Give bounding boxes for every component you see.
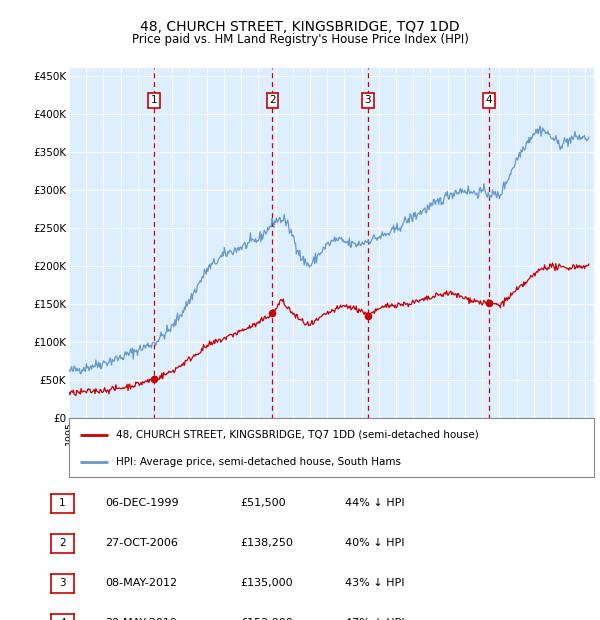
Text: £51,500: £51,500: [240, 498, 286, 508]
Text: £138,250: £138,250: [240, 538, 293, 548]
Text: 48, CHURCH STREET, KINGSBRIDGE, TQ7 1DD (semi-detached house): 48, CHURCH STREET, KINGSBRIDGE, TQ7 1DD …: [116, 430, 479, 440]
Text: 08-MAY-2012: 08-MAY-2012: [105, 578, 177, 588]
Text: £135,000: £135,000: [240, 578, 293, 588]
Text: 4: 4: [59, 618, 66, 620]
Text: 44% ↓ HPI: 44% ↓ HPI: [345, 498, 404, 508]
Text: 47% ↓ HPI: 47% ↓ HPI: [345, 618, 404, 620]
Text: 2: 2: [59, 538, 66, 548]
Text: Price paid vs. HM Land Registry's House Price Index (HPI): Price paid vs. HM Land Registry's House …: [131, 33, 469, 45]
Point: [149, 374, 158, 384]
Text: 40% ↓ HPI: 40% ↓ HPI: [345, 538, 404, 548]
Text: 1: 1: [151, 95, 157, 105]
Point: [268, 308, 277, 318]
Text: 2: 2: [269, 95, 276, 105]
Text: 3: 3: [59, 578, 66, 588]
Text: 27-OCT-2006: 27-OCT-2006: [105, 538, 178, 548]
Text: 1: 1: [59, 498, 66, 508]
Text: 30-MAY-2019: 30-MAY-2019: [105, 618, 177, 620]
Text: 48, CHURCH STREET, KINGSBRIDGE, TQ7 1DD: 48, CHURCH STREET, KINGSBRIDGE, TQ7 1DD: [140, 20, 460, 33]
Text: 06-DEC-1999: 06-DEC-1999: [105, 498, 179, 508]
Text: £152,000: £152,000: [240, 618, 293, 620]
Text: 4: 4: [486, 95, 493, 105]
Point: [484, 298, 494, 308]
Text: 3: 3: [364, 95, 371, 105]
Text: HPI: Average price, semi-detached house, South Hams: HPI: Average price, semi-detached house,…: [116, 458, 401, 467]
Point: [363, 311, 373, 321]
Text: 43% ↓ HPI: 43% ↓ HPI: [345, 578, 404, 588]
